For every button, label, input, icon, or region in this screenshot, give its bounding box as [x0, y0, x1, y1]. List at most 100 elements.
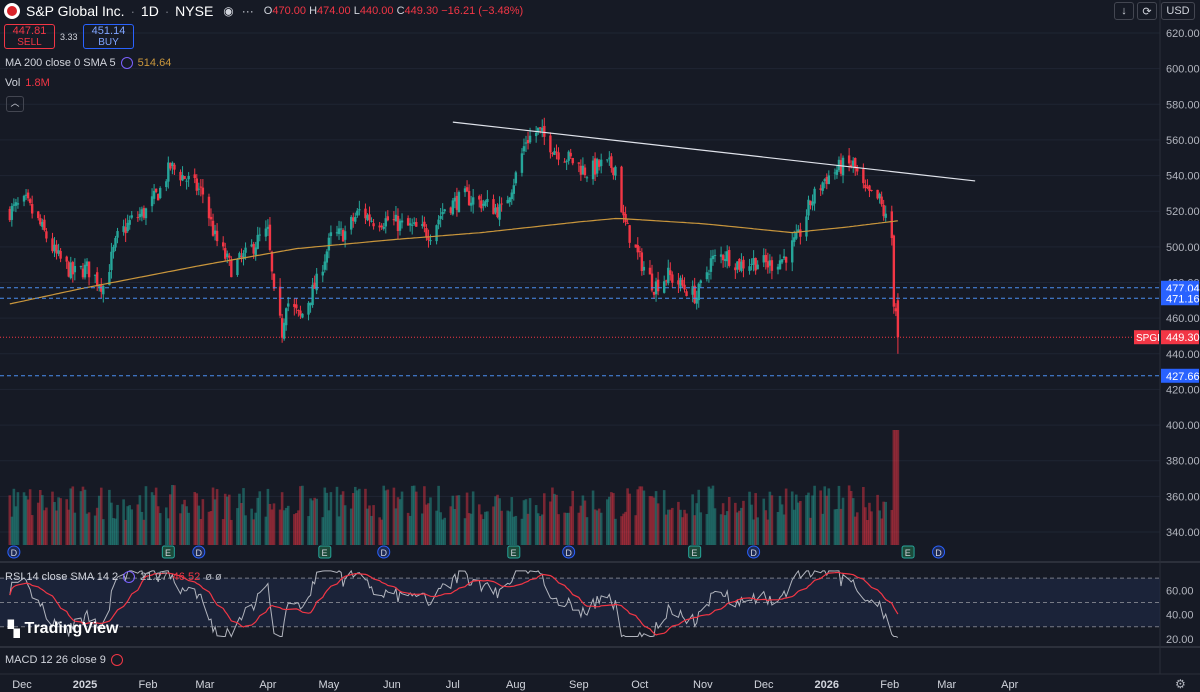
collapse-legend-icon[interactable]: ︿ [6, 96, 24, 112]
volume-bar [683, 509, 686, 545]
buy-button[interactable]: 451.14 BUY [83, 24, 134, 49]
macd-warning-icon[interactable] [110, 654, 123, 666]
dividend-marker[interactable] [7, 545, 21, 559]
download-icon[interactable]: ↓ [1114, 2, 1134, 20]
candle-body [126, 222, 129, 232]
volume-bar [853, 516, 857, 545]
candle-body [380, 225, 383, 228]
legend-controls[interactable]: ◉ ··· [223, 4, 253, 18]
macd-legend[interactable]: MACD 12 26 close 9 [5, 654, 123, 666]
candle-body [325, 251, 329, 263]
dividend-marker[interactable] [932, 545, 946, 559]
volume-bar [28, 489, 32, 545]
candle-body [392, 218, 396, 221]
candle-body [577, 162, 581, 164]
ma200-line[interactable] [9, 217, 898, 305]
volume-bar [597, 508, 601, 545]
rsi-sma-line[interactable] [9, 571, 899, 636]
more-icon[interactable]: ··· [241, 4, 254, 18]
ma-settings-icon[interactable] [120, 57, 133, 69]
volume-bar [356, 490, 359, 545]
candle-body [398, 220, 402, 231]
candle-body [284, 308, 288, 326]
volume-bar [697, 489, 701, 545]
volume-bar [536, 513, 540, 545]
volume-bar [512, 516, 516, 545]
volume-bar [59, 498, 62, 545]
volume-bar [126, 506, 129, 545]
rsi-legend[interactable]: RSI 14 close SMA 14 2 21.27 46.52 ø ø [5, 571, 222, 583]
volume-bar [608, 496, 611, 545]
earnings-marker[interactable] [688, 545, 702, 559]
volume-bar [492, 506, 495, 545]
volume-bar [750, 504, 753, 545]
candle-body [571, 157, 574, 164]
dividend-marker[interactable] [192, 545, 206, 559]
candle-body [894, 308, 898, 312]
candle-body [423, 221, 426, 227]
eye-icon[interactable]: ◉ [223, 4, 234, 18]
candle-body [827, 175, 831, 185]
volume-bar [81, 486, 85, 545]
candle-body [713, 255, 717, 257]
volume-bar [87, 512, 91, 545]
candle-body [343, 231, 347, 240]
candle-body [258, 234, 261, 236]
volume-bar [343, 505, 347, 545]
candle-body [167, 162, 170, 182]
candle-body [636, 245, 639, 253]
volume-bar [685, 513, 688, 545]
buy-label: BUY [98, 37, 119, 48]
ma-legend[interactable]: MA 200 close 0 SMA 5 514.64 [5, 57, 171, 69]
time-tick-label: 2026 [815, 679, 839, 691]
symbol-title[interactable]: S&P Global Inc. [26, 3, 125, 19]
dividend-marker[interactable] [377, 545, 391, 559]
sell-button[interactable]: 447.81 SELL [4, 24, 55, 49]
volume-bar [595, 510, 599, 545]
volume-bar [240, 503, 243, 545]
rsi-line[interactable] [9, 569, 899, 638]
candle-body [272, 273, 276, 289]
volume-bar [299, 486, 302, 545]
volume-bar [892, 430, 896, 545]
volume-bar [38, 489, 42, 545]
volume-bar [93, 515, 97, 545]
symbol-tag-label: SPGI [1136, 333, 1160, 344]
volume-bar [8, 495, 12, 545]
candle-body [415, 222, 418, 227]
earnings-marker[interactable] [161, 545, 175, 559]
time-tick-label: Apr [1001, 679, 1018, 691]
candle-body [211, 220, 215, 236]
candle-body [183, 176, 186, 180]
volume-bar [329, 492, 333, 545]
event-marker-label: D [196, 548, 203, 558]
volume-bar [372, 505, 375, 545]
candle-body [386, 216, 390, 221]
currency-selector[interactable]: USD [1161, 2, 1195, 20]
trendline[interactable] [452, 121, 976, 182]
candle-body [691, 286, 694, 295]
earnings-marker[interactable] [507, 545, 521, 559]
tradingview-watermark: ▚ TradingView [8, 620, 119, 638]
volume-bar [890, 509, 894, 545]
volume-bar [286, 505, 290, 545]
dividend-marker[interactable] [747, 545, 761, 559]
price-tick-label: 620.00 [1166, 28, 1200, 40]
dividend-marker[interactable] [562, 545, 576, 559]
candle-body [154, 188, 158, 192]
volume-bar [223, 493, 227, 545]
volume-bar [171, 485, 174, 545]
axis-settings-icon[interactable]: ⚙ [1175, 677, 1186, 691]
candle-body [297, 309, 300, 311]
candle-body [677, 280, 680, 285]
vol-legend[interactable]: Vol 1.8M [5, 77, 50, 89]
event-marker-label: E [511, 548, 517, 558]
candle-body [8, 208, 12, 221]
rsi-settings-icon[interactable] [123, 571, 136, 583]
earnings-marker[interactable] [318, 545, 332, 559]
candle-body [498, 204, 501, 220]
earnings-marker[interactable] [901, 545, 915, 559]
refresh-icon[interactable]: ⟳ [1137, 2, 1157, 20]
interval-label[interactable]: 1D [140, 3, 159, 19]
